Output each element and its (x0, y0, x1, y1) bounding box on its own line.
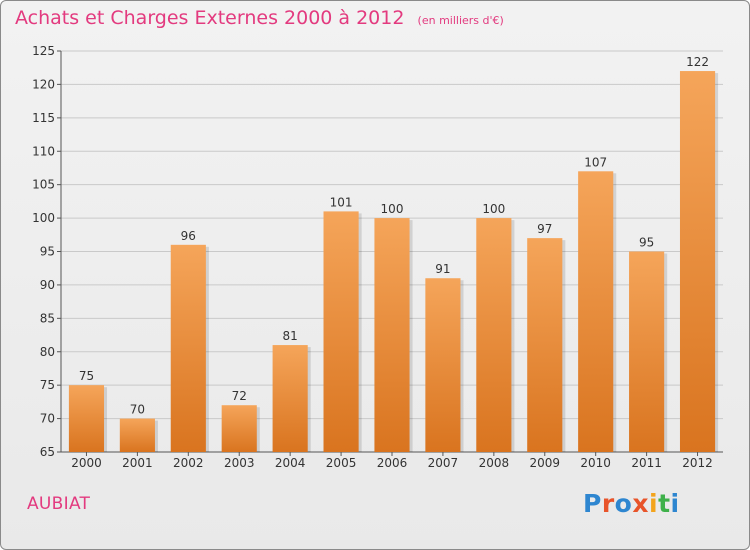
data-label: 81 (283, 329, 298, 343)
x-tick-label: 2010 (580, 456, 611, 470)
y-tick-label: 100 (32, 211, 55, 225)
data-label: 101 (330, 195, 353, 209)
logo-letter: r (601, 489, 615, 518)
y-tick-label: 125 (32, 44, 55, 58)
y-tick-label: 85 (40, 311, 55, 325)
data-label: 72 (232, 389, 247, 403)
logo-letter: P (583, 489, 602, 518)
data-labels: 75 70 96 72 81 101 100 91 100 97 107 95 122 (79, 55, 709, 417)
bar (527, 238, 563, 452)
bar (578, 171, 614, 453)
data-label: 95 (639, 236, 654, 250)
logo-letter: t (658, 489, 671, 518)
data-label: 122 (686, 55, 709, 69)
x-tick-label: 2008 (479, 456, 510, 470)
logo-letter: o (614, 489, 633, 518)
bar (170, 244, 206, 452)
x-tick-label: 2006 (377, 456, 408, 470)
bar (119, 418, 155, 452)
data-label: 100 (381, 202, 404, 216)
chart-title: Achats et Charges Externes 2000 à 2012 (15, 7, 405, 29)
data-label: 107 (584, 155, 607, 169)
x-tick-label: 2002 (173, 456, 204, 470)
logo-letter: i (649, 489, 659, 518)
y-tick-label: 95 (40, 245, 55, 259)
y-tick-label: 105 (32, 178, 55, 192)
bar (425, 278, 461, 452)
y-tick-label: 70 (40, 412, 55, 426)
logo-letter: x (632, 489, 649, 518)
y-tick-label: 90 (40, 278, 55, 292)
title-row: Achats et Charges Externes 2000 à 2012 (… (15, 7, 504, 29)
data-label: 96 (181, 229, 196, 243)
bar (476, 218, 512, 452)
axes: 65 70 75 80 85 90 95 100 105 110 115 120 125 2000 2001… (32, 44, 723, 470)
data-label: 75 (79, 369, 94, 383)
data-label: 100 (482, 202, 505, 216)
proxiti-logo[interactable]: Proxiti (583, 489, 680, 518)
x-tick-label: 2005 (326, 456, 357, 470)
commune-name: AUBIAT (27, 494, 91, 514)
x-tick-label: 2003 (224, 456, 255, 470)
bar (272, 345, 308, 452)
chart-subtitle: (en milliers d'€) (417, 14, 504, 27)
data-label: 91 (435, 262, 450, 276)
y-tick-label: 115 (32, 111, 55, 125)
y-tick-label: 110 (32, 144, 55, 158)
data-label: 70 (130, 403, 145, 417)
bar (679, 71, 716, 453)
x-tick-label: 2012 (682, 456, 713, 470)
y-tick-label: 65 (40, 445, 55, 459)
x-tick-label: 2000 (71, 456, 102, 470)
bar (374, 218, 410, 452)
x-tick-label: 2009 (529, 456, 560, 470)
x-tick-label: 2011 (631, 456, 662, 470)
x-tick-label: 2004 (275, 456, 306, 470)
bars (68, 71, 719, 453)
bar (629, 251, 665, 452)
y-tick-label: 80 (40, 345, 55, 359)
bar (68, 385, 105, 452)
logo-letter: i (670, 489, 680, 518)
x-tick-label: 2001 (122, 456, 153, 470)
x-tick-label: 2007 (428, 456, 459, 470)
bar (221, 405, 257, 452)
bar (323, 211, 359, 452)
y-tick-label: 120 (32, 77, 55, 91)
data-label: 97 (537, 222, 552, 236)
y-tick-label: 75 (40, 378, 55, 392)
